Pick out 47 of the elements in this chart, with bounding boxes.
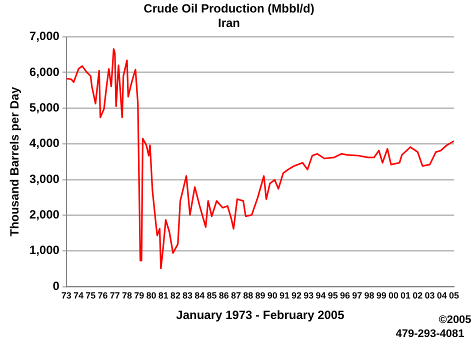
x-tick-label: 82 bbox=[170, 290, 180, 301]
x-tick-label: 04 bbox=[436, 290, 447, 301]
x-tick-label: 95 bbox=[328, 290, 338, 301]
x-tick-label: 01 bbox=[400, 290, 411, 301]
y-tick-label: 2,000 bbox=[29, 208, 60, 222]
chart-title: Crude Oil Production (Mbbl/d) bbox=[144, 2, 314, 16]
x-tick-label: 93 bbox=[304, 290, 314, 301]
x-tick-label: 79 bbox=[134, 290, 144, 301]
x-tick-label: 03 bbox=[424, 290, 435, 301]
chart-subtitle: Iran bbox=[218, 16, 240, 30]
y-tick-label: 4,000 bbox=[29, 136, 60, 150]
text: 479-293-4081 bbox=[396, 328, 464, 340]
x-tick-label: 88 bbox=[243, 290, 254, 301]
text: ©2005 bbox=[438, 314, 472, 326]
x-tick-label: 85 bbox=[206, 290, 217, 301]
x-tick-label: 80 bbox=[146, 290, 156, 301]
x-tick-label: 92 bbox=[292, 290, 302, 301]
y-tick-label: 1,000 bbox=[29, 243, 60, 258]
y-axis-title: Thousand Barrels per Day bbox=[8, 86, 22, 236]
x-tick-label: 84 bbox=[194, 290, 205, 301]
x-tick-label: 97 bbox=[352, 290, 362, 301]
x-tick-label: 05 bbox=[448, 290, 460, 301]
x-tick-label: 91 bbox=[279, 290, 290, 301]
y-tick-label: 6,000 bbox=[29, 64, 60, 79]
x-tick-label: 78 bbox=[122, 290, 132, 301]
x-tick-label: 94 bbox=[316, 290, 326, 301]
x-tick-label: 74 bbox=[74, 290, 84, 301]
y-tick-label: 3,000 bbox=[29, 172, 60, 186]
x-tick-label: 02 bbox=[412, 290, 423, 301]
y-tick-label: 7,000 bbox=[29, 29, 60, 44]
x-tick-label: 75 bbox=[86, 290, 96, 301]
x-tick-label: 76 bbox=[98, 290, 108, 301]
x-tick-label: 77 bbox=[110, 290, 120, 301]
x-tick-label: 81 bbox=[158, 290, 168, 301]
x-tick-label: 99 bbox=[376, 290, 386, 301]
x-axis-title: January 1973 - February 2005 bbox=[176, 308, 345, 322]
x-tick-label: 90 bbox=[267, 290, 278, 301]
x-tick-label: 86 bbox=[218, 290, 229, 301]
y-tick-label: 0 bbox=[52, 278, 60, 293]
x-tick-label: 96 bbox=[340, 290, 350, 301]
x-tick-label: 89 bbox=[255, 290, 266, 301]
x-tick-label: 73 bbox=[61, 290, 72, 301]
x-tick-label: 00 bbox=[388, 290, 398, 301]
y-tick-label: 5,000 bbox=[29, 100, 60, 114]
x-tick-label: 98 bbox=[364, 290, 374, 301]
x-tick-label: 87 bbox=[230, 290, 241, 301]
x-tick-label: 83 bbox=[182, 290, 193, 301]
